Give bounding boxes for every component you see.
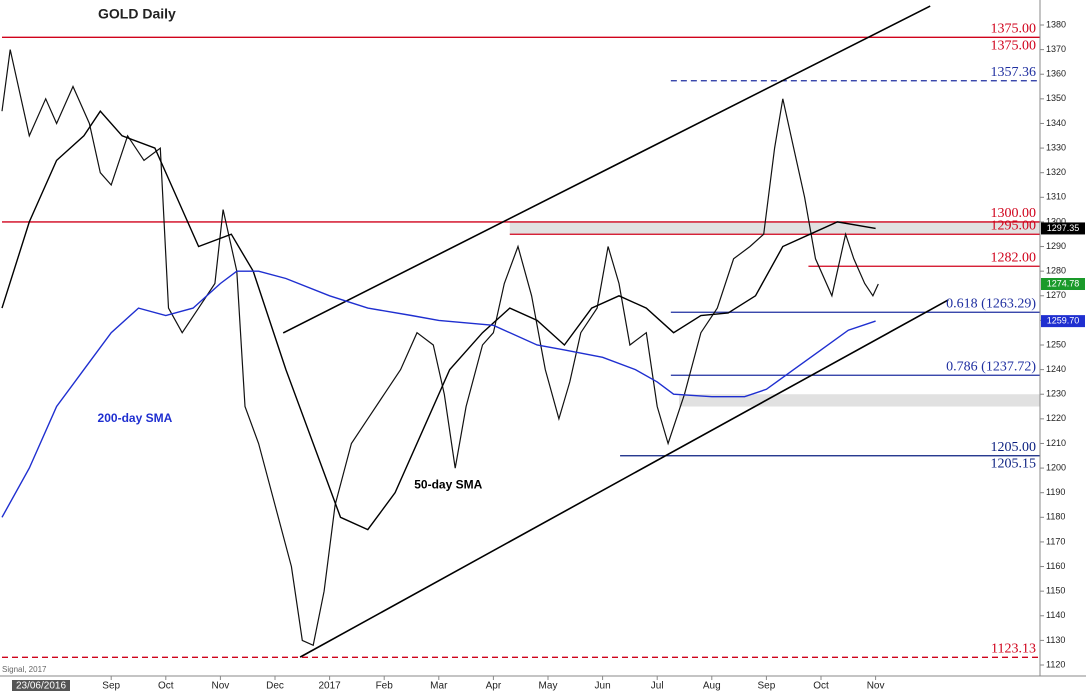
y-tick-label: 1170	[1046, 536, 1065, 546]
x-tick-label: Oct	[158, 681, 174, 691]
y-tick-label: 1330	[1046, 142, 1066, 152]
x-tick-label: Oct	[813, 681, 829, 691]
chart-title: GOLD Daily	[98, 6, 176, 22]
level-label: 1205.00	[991, 440, 1037, 455]
y-tick-label: 1340	[1046, 118, 1066, 128]
cursor-label: 23/06/2016	[16, 681, 66, 691]
price-tag	[1041, 315, 1085, 328]
y-tick-label: 1290	[1046, 241, 1066, 251]
y-tick-label: 1270	[1046, 290, 1066, 300]
series-line	[1, 49, 879, 647]
plot-area	[1, 5, 1040, 658]
y-tick-label: 1370	[1046, 44, 1066, 54]
level-label: 0.786 (1237.72)	[946, 359, 1036, 374]
y-tick-label: 1140	[1046, 610, 1065, 620]
x-tick-label: Apr	[486, 681, 502, 691]
level-label: 1123.13	[991, 642, 1036, 657]
y-tick-label: 1280	[1046, 266, 1066, 276]
x-tick-label: Aug	[703, 681, 721, 691]
y-tick-label: 1240	[1046, 364, 1066, 374]
level-note: 1205.15	[991, 457, 1037, 472]
level-label: 1357.36	[991, 65, 1037, 80]
x-tick-label: Mar	[430, 681, 448, 691]
y-tick-label: 1130	[1046, 635, 1065, 645]
zone	[679, 394, 1040, 407]
x-tick-label: Jul	[651, 681, 664, 691]
price-tag	[1041, 278, 1085, 291]
cursor-box	[12, 680, 70, 691]
x-tick-label: Sep	[102, 681, 120, 691]
x-tick-label: May	[539, 681, 558, 691]
y-tick-label: 1150	[1046, 586, 1065, 596]
y-tick-label: 1190	[1046, 487, 1065, 497]
x-tick-label: Dec	[266, 681, 284, 691]
y-tick-label: 1230	[1046, 389, 1066, 399]
x-tick-label: Nov	[212, 681, 230, 691]
level-note: 1375.00	[991, 39, 1037, 54]
x-tick-label: Nov	[867, 681, 885, 691]
x-tick-label: 2017	[318, 681, 341, 691]
series-line	[1, 270, 876, 518]
level-label: 1295.00	[991, 218, 1037, 233]
trendline	[299, 299, 949, 658]
trendline	[282, 5, 931, 334]
x-tick-label: Feb	[376, 681, 394, 691]
y-tick-label: 1250	[1046, 339, 1066, 349]
level-label: 0.618 (1263.29)	[946, 297, 1036, 312]
y-tick-label: 1350	[1046, 93, 1066, 103]
series-line	[1, 110, 876, 531]
y-tick-label: 1160	[1046, 561, 1065, 571]
series-label: 50-day SMA	[414, 477, 482, 491]
zone	[509, 221, 1040, 235]
y-tick-label: 1320	[1046, 167, 1066, 177]
level-label: 1282.00	[991, 250, 1037, 265]
x-tick-label: Jun	[595, 681, 611, 691]
level-label: 1375.00	[991, 22, 1037, 37]
price-tag	[1041, 222, 1085, 235]
y-tick-label: 1200	[1046, 462, 1066, 472]
source: Signal, 2017	[2, 665, 47, 674]
y-tick-label: 1180	[1046, 512, 1065, 522]
y-tick-label: 1120	[1046, 659, 1065, 669]
y-tick-label: 1380	[1046, 19, 1066, 29]
y-tick-label: 1220	[1046, 413, 1066, 423]
y-tick-label: 1310	[1046, 192, 1066, 202]
price-tag-label: 1297.35	[1047, 223, 1080, 233]
y-tick-label: 1210	[1046, 438, 1066, 448]
level-label: 1300.00	[991, 206, 1037, 221]
y-tick-label: 1360	[1046, 69, 1066, 79]
price-tag-label: 1274.78	[1047, 278, 1080, 288]
series-label: 200-day SMA	[98, 411, 173, 425]
x-tick-label: Sep	[758, 681, 776, 691]
y-tick-label: 1300	[1046, 216, 1066, 226]
price-tag-label: 1259.70	[1047, 315, 1080, 325]
